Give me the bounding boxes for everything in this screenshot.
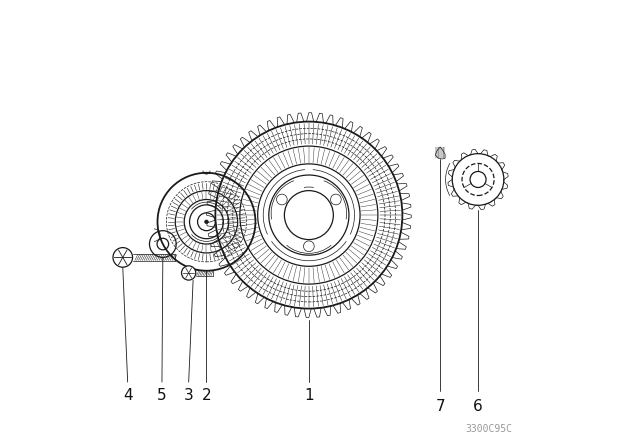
Text: 3: 3: [184, 388, 193, 403]
Circle shape: [448, 149, 508, 210]
Circle shape: [113, 248, 132, 267]
Text: 3300C95C: 3300C95C: [466, 424, 513, 434]
Text: 4: 4: [123, 388, 132, 403]
Text: 2: 2: [202, 388, 211, 403]
Polygon shape: [435, 147, 445, 159]
Circle shape: [205, 220, 208, 224]
Text: 6: 6: [473, 399, 483, 414]
Text: 1: 1: [304, 388, 314, 403]
Text: 7: 7: [435, 399, 445, 414]
Circle shape: [207, 113, 412, 318]
Circle shape: [157, 173, 255, 271]
Text: 5: 5: [157, 388, 167, 403]
Circle shape: [182, 266, 196, 280]
Polygon shape: [448, 149, 508, 210]
Polygon shape: [207, 113, 412, 318]
